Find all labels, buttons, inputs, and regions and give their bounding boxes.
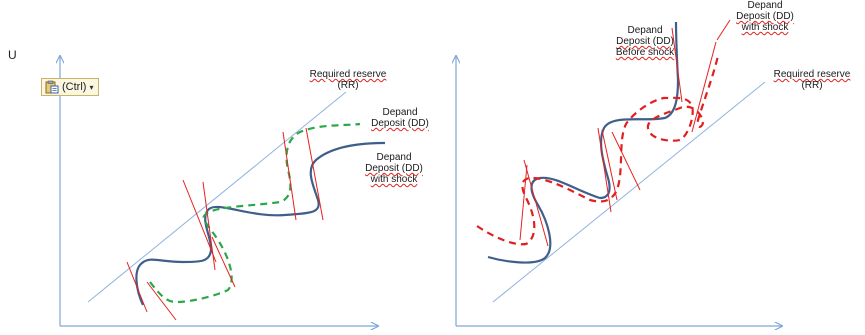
label-line: Required reserve (760, 69, 864, 80)
tangent-line (283, 132, 296, 220)
chevron-down-icon: ▾ (89, 83, 93, 92)
left-reserve-label: Required reserve (RR) (296, 69, 400, 91)
label-line: with shock (725, 22, 805, 33)
label-line: Depand (354, 152, 434, 163)
left-dd-label: Depand Deposit (DD) (360, 107, 440, 129)
tangent-line (306, 128, 323, 220)
label-line: Depand (725, 0, 805, 11)
paste-options-label: (Ctrl) (62, 81, 86, 93)
right-dd-shock-label: Depand Deposit (DD) with shock (725, 0, 805, 33)
right-dd-shock-curve (477, 56, 718, 244)
right-reserve-line (493, 82, 765, 302)
tangent-line (520, 165, 527, 240)
tangent-line (212, 237, 235, 287)
label-line: with shock (354, 174, 434, 185)
tangent-line (692, 42, 716, 132)
label-line: Depand (360, 107, 440, 118)
label-line: Before shock (605, 47, 685, 58)
tangent-line (612, 132, 640, 190)
left-panel (60, 56, 385, 326)
label-line: Required reserve (296, 69, 400, 80)
label-line: (RR) (760, 80, 864, 91)
right-reserve-label: Required reserve (RR) (760, 69, 864, 91)
label-line: Depand (605, 25, 685, 36)
clipboard-icon (45, 80, 59, 94)
right-panel (456, 20, 782, 326)
axis-label-u: U (8, 48, 17, 62)
left-dd-shock-label: Depand Deposit (DD) with shock (354, 152, 434, 185)
label-line: Deposit (DD) (725, 11, 805, 22)
label-line: (RR) (296, 80, 400, 91)
left-dd-curve (136, 143, 385, 305)
label-line: Deposit (DD) (360, 118, 440, 129)
right-dd-before-label: Depand Deposit (DD) Before shock (605, 25, 685, 58)
right-dd-before-curve (488, 22, 678, 263)
label-line: Deposit (DD) (354, 163, 434, 174)
label-line: Deposit (DD) (605, 36, 685, 47)
paste-options-button[interactable]: (Ctrl) ▾ (41, 78, 99, 96)
left-reserve-line (88, 92, 346, 302)
